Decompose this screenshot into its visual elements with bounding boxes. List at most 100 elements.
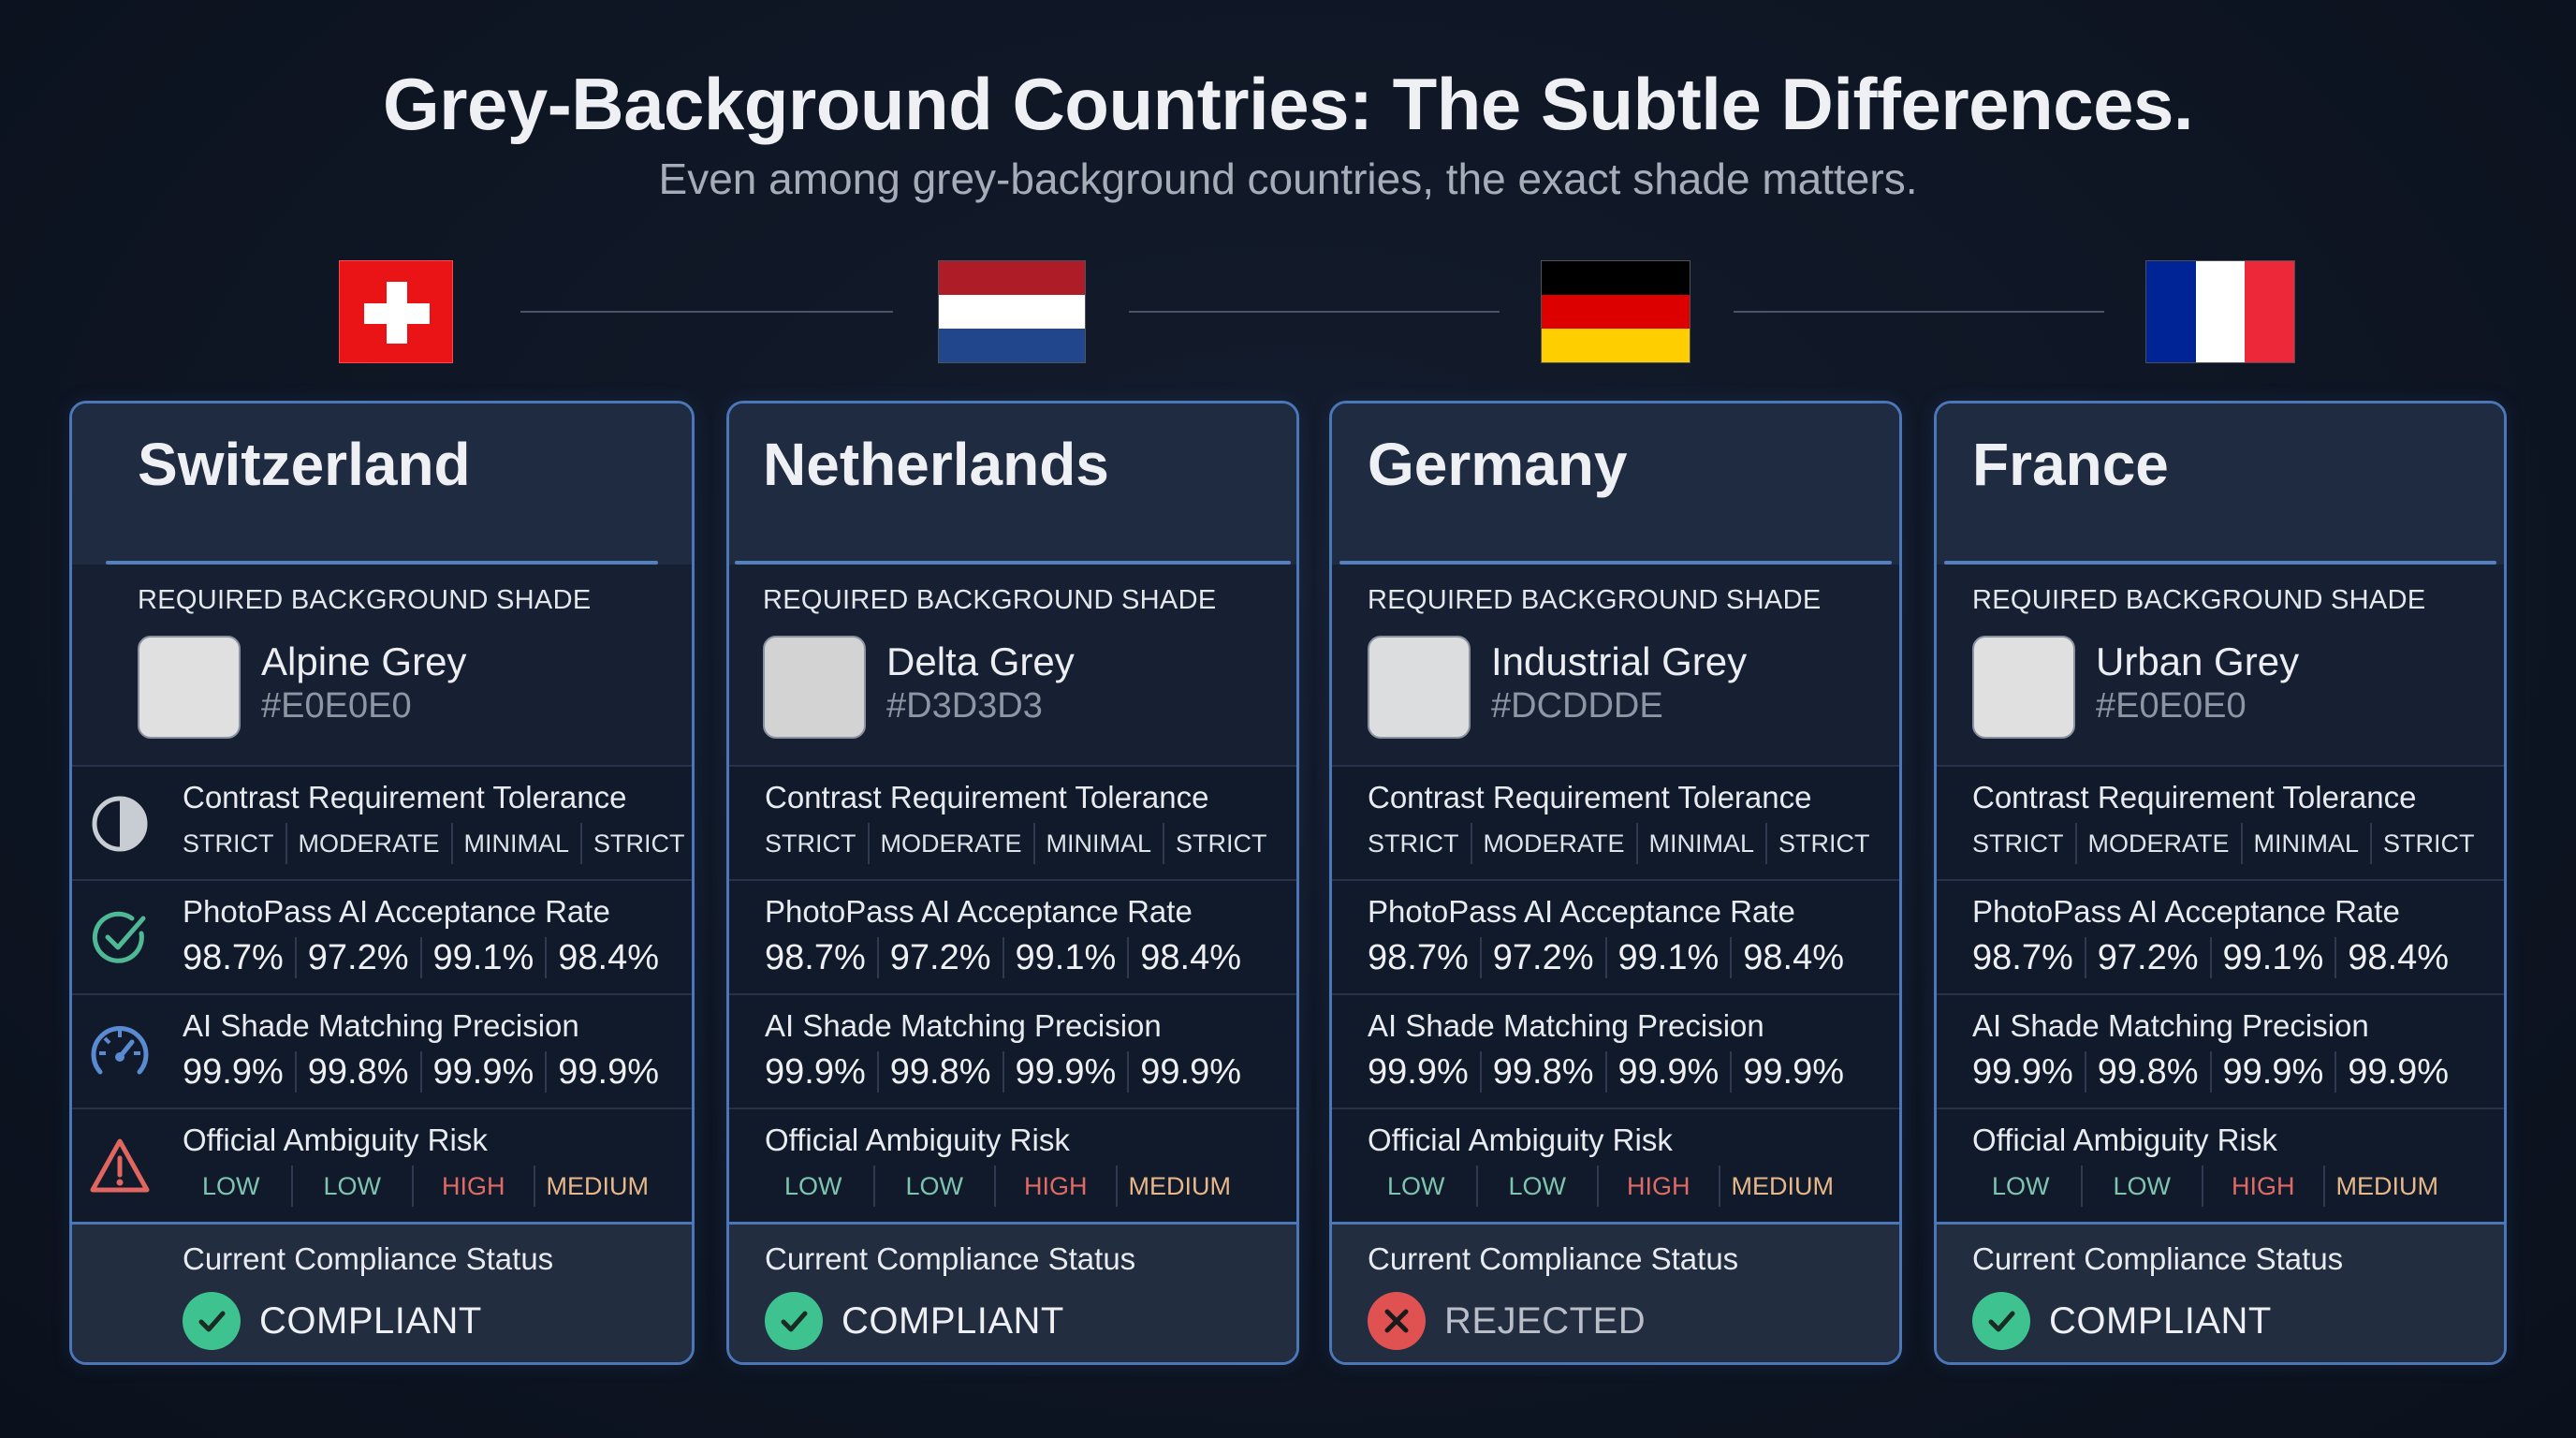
- acceptance-value: 98.7%: [1368, 938, 1469, 977]
- status-heading: Current Compliance Status: [1972, 1241, 2344, 1276]
- acceptance-value: 97.2%: [294, 937, 420, 978]
- metric-values: 99.9% 99.8% 99.9% 99.9%: [1368, 1051, 1855, 1093]
- risk-value: LOW: [1991, 1172, 2050, 1200]
- shade-hex: #E0E0E0: [261, 686, 412, 726]
- precision-value: 99.9%: [1972, 1052, 2073, 1092]
- flag-row: [0, 260, 2576, 363]
- metric-label: Official Ambiguity Risk: [1972, 1123, 2277, 1157]
- shade-swatch: [1972, 636, 2075, 739]
- metric-values: 98.7% 97.2% 99.1% 98.4%: [1972, 937, 2460, 978]
- precision-value: 99.8%: [294, 1051, 420, 1093]
- card-header: Netherlands: [729, 404, 1296, 565]
- contrast-value: MODERATE: [285, 823, 451, 864]
- risk-value: MEDIUM: [533, 1166, 661, 1207]
- metric-acceptance: PhotoPass AI Acceptance Rate 98.7% 97.2% 9…: [729, 881, 1296, 995]
- german-flag-icon: [1541, 260, 1690, 363]
- metric-values: LOW LOW HIGH MEDIUM: [183, 1166, 660, 1207]
- contrast-value: STRICT: [1163, 823, 1279, 864]
- risk-value: LOW: [290, 1166, 413, 1207]
- risk-value: HIGH: [412, 1166, 534, 1207]
- status-text: REJECTED: [1444, 1299, 1647, 1342]
- metric-contrast: Contrast Requirement Tolerance STRICT MOD…: [1937, 767, 2504, 881]
- country-name: France: [1972, 431, 2169, 498]
- status-heading: Current Compliance Status: [183, 1241, 554, 1276]
- metric-label: Contrast Requirement Tolerance: [765, 780, 1209, 814]
- acceptance-value: 98.7%: [765, 938, 866, 977]
- contrast-value: MINIMAL: [1032, 823, 1164, 864]
- page-title: Grey-Background Countries: The Subtle Di…: [382, 63, 2194, 145]
- precision-value: 99.9%: [2209, 1051, 2335, 1093]
- contrast-value: MODERATE: [867, 823, 1033, 864]
- shade-hex: #DCDDDE: [1491, 686, 1663, 726]
- page-subtitle: Even among grey-background countries, th…: [658, 154, 1918, 203]
- contrast-value: MODERATE: [1470, 823, 1636, 864]
- shade-hex: #D3D3D3: [886, 686, 1043, 726]
- metric-label: PhotoPass AI Acceptance Rate: [1368, 894, 1795, 929]
- compliance-status-section: Current Compliance Status COMPLIANT: [72, 1222, 692, 1362]
- shade-section: REQUIRED BACKGROUND SHADE Urban Grey #E0…: [1937, 565, 2504, 767]
- shade-name: Alpine Grey: [261, 639, 467, 683]
- contrast-value: MODERATE: [2074, 823, 2241, 864]
- country-card-netherlands: Netherlands REQUIRED BACKGROUND SHADE De…: [726, 401, 1299, 1365]
- shade-section: REQUIRED BACKGROUND SHADE Alpine Grey #E…: [72, 565, 692, 767]
- gauge-icon: [87, 1020, 153, 1085]
- connector-line: [520, 311, 893, 313]
- metric-precision: AI Shade Matching Precision 99.9% 99.8% 99…: [72, 995, 692, 1109]
- header-accent-line: [1339, 561, 1892, 565]
- risk-value: LOW: [872, 1166, 995, 1207]
- contrast-value: STRICT: [580, 823, 692, 864]
- contrast-value: MINIMAL: [450, 823, 581, 864]
- status-text: COMPLIANT: [259, 1299, 482, 1342]
- metric-risk: Official Ambiguity Risk LOW LOW HIGH MEDIUM: [72, 1109, 692, 1224]
- precision-value: 99.9%: [545, 1051, 670, 1093]
- acceptance-value: 98.4%: [1127, 937, 1252, 978]
- contrast-value: STRICT: [1368, 829, 1459, 858]
- compliance-status-section: Current Compliance Status COMPLIANT: [729, 1222, 1296, 1362]
- precision-value: 99.9%: [1002, 1051, 1128, 1093]
- metric-values: LOW LOW HIGH MEDIUM: [1368, 1166, 1845, 1207]
- connector-line: [1129, 311, 1500, 313]
- shade-name: Delta Grey: [886, 639, 1075, 683]
- status-text: COMPLIANT: [2049, 1299, 2272, 1342]
- risk-value: LOW: [2080, 1166, 2203, 1207]
- shade-swatch: [1368, 636, 1471, 739]
- country-name: Netherlands: [763, 431, 1109, 498]
- metric-label: Contrast Requirement Tolerance: [183, 780, 627, 814]
- status-badge: COMPLIANT: [183, 1292, 482, 1350]
- compliance-status-section: Current Compliance Status REJECTED: [1332, 1222, 1899, 1362]
- metric-label: Contrast Requirement Tolerance: [1368, 780, 1812, 814]
- acceptance-value: 98.4%: [1730, 937, 1855, 978]
- header-accent-line: [106, 561, 658, 565]
- status-text: COMPLIANT: [842, 1299, 1064, 1342]
- french-flag-icon: [2145, 260, 2295, 363]
- metric-values: 99.9% 99.8% 99.9% 99.9%: [765, 1051, 1252, 1093]
- card-header: Switzerland: [72, 404, 692, 565]
- check-circle-icon: [183, 1292, 241, 1350]
- contrast-value: MINIMAL: [2240, 823, 2371, 864]
- metric-label: AI Shade Matching Precision: [1972, 1008, 2369, 1043]
- acceptance-value: 99.1%: [419, 937, 546, 978]
- status-badge: COMPLIANT: [1972, 1292, 2272, 1350]
- country-name: Switzerland: [138, 431, 471, 498]
- precision-value: 99.9%: [1604, 1051, 1731, 1093]
- connector-line: [1734, 311, 2104, 313]
- risk-value: HIGH: [994, 1166, 1116, 1207]
- metric-values: STRICT MODERATE MINIMAL STRICT: [183, 823, 692, 864]
- risk-value: HIGH: [2202, 1166, 2323, 1207]
- metric-contrast: Contrast Requirement Tolerance STRICT MOD…: [72, 767, 692, 881]
- metric-label: PhotoPass AI Acceptance Rate: [765, 894, 1193, 929]
- metric-values: LOW LOW HIGH MEDIUM: [1972, 1166, 2450, 1207]
- metric-values: 98.7% 97.2% 99.1% 98.4%: [183, 937, 670, 978]
- header-accent-line: [1944, 561, 2496, 565]
- metric-risk: Official Ambiguity Risk LOW LOW HIGH MEDIUM: [729, 1109, 1296, 1224]
- risk-value: LOW: [1386, 1172, 1445, 1200]
- risk-value: LOW: [201, 1172, 260, 1200]
- swiss-flag-icon: [339, 260, 453, 363]
- card-header: Germany: [1332, 404, 1899, 565]
- acceptance-value: 97.2%: [876, 937, 1003, 978]
- shade-section: REQUIRED BACKGROUND SHADE Delta Grey #D3…: [729, 565, 1296, 767]
- shade-name: Industrial Grey: [1491, 639, 1748, 683]
- contrast-value: MINIMAL: [1635, 823, 1766, 864]
- risk-value: LOW: [783, 1172, 842, 1200]
- x-circle-icon: [1368, 1292, 1426, 1350]
